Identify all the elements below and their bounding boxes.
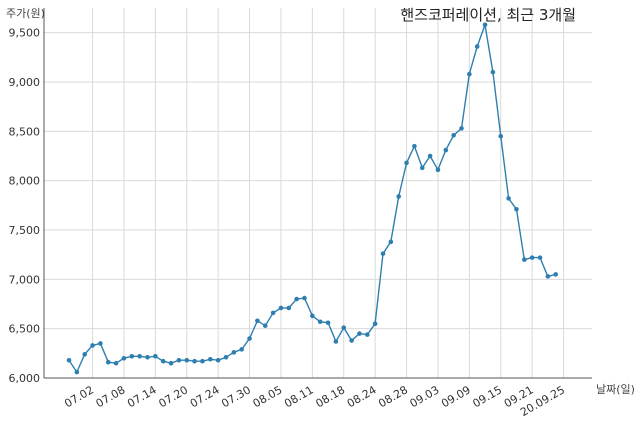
data-point [302, 295, 307, 301]
data-point [341, 325, 347, 330]
y-axis-label: 주가(원) [6, 7, 45, 20]
data-point [506, 196, 511, 201]
x-tick-label: 07.30 [219, 383, 253, 410]
data-point [145, 354, 150, 360]
data-point [514, 206, 519, 212]
data-point [74, 369, 80, 375]
x-tick-label: 07.20 [156, 383, 190, 410]
data-point [255, 318, 260, 324]
data-point [129, 353, 135, 359]
data-point [113, 360, 119, 366]
data-point [427, 153, 433, 159]
data-point [160, 358, 166, 364]
x-tick-label: 08.05 [251, 383, 285, 410]
data-point [490, 69, 496, 75]
x-tick-label: 07.14 [125, 383, 159, 410]
data-point [294, 296, 299, 302]
data-point [451, 132, 456, 138]
data-point [262, 323, 268, 329]
data-point [200, 358, 205, 364]
y-tick-label: 6,500 [9, 323, 41, 336]
data-point [396, 194, 402, 199]
data-point [231, 350, 237, 355]
x-axis-label: 날짜(일) [596, 383, 635, 396]
y-tick-label: 7,500 [9, 224, 41, 237]
data-point [239, 347, 244, 352]
data-point [168, 360, 174, 366]
data-point [529, 255, 535, 260]
data-point [317, 319, 323, 325]
y-tick-label: 7,000 [9, 273, 41, 286]
data-point [522, 257, 527, 262]
data-point [66, 357, 72, 363]
data-point [333, 339, 339, 344]
data-point [153, 353, 158, 359]
data-point [121, 355, 127, 361]
data-point [286, 305, 292, 311]
data-point [365, 332, 370, 337]
x-tick-label: 08.28 [376, 383, 410, 410]
x-tick-label: 07.24 [188, 383, 222, 410]
x-tick-label: 09.03 [408, 383, 442, 410]
data-point [419, 165, 425, 171]
x-tick-label: 07.08 [94, 383, 128, 410]
y-tick-label: 9,000 [9, 76, 41, 89]
data-point [545, 274, 551, 279]
data-point [467, 71, 472, 77]
data-point [247, 336, 252, 341]
chart-title: 핸즈코퍼레이션, 최근 3개월 [400, 6, 576, 24]
data-point [412, 143, 417, 149]
data-point [223, 354, 229, 360]
x-tick-label: 08.24 [345, 383, 379, 410]
data-point [474, 44, 480, 49]
data-point [325, 320, 331, 326]
x-tick-label: 08.18 [313, 383, 347, 410]
data-point [82, 352, 87, 357]
y-tick-label: 9,500 [9, 27, 41, 40]
y-tick-label: 8,500 [9, 125, 41, 138]
data-point [310, 313, 315, 319]
data-point [90, 343, 95, 348]
data-point [278, 305, 284, 311]
data-point [482, 22, 488, 28]
data-point [459, 126, 464, 131]
data-point [176, 357, 182, 363]
y-tick-label: 8,000 [9, 175, 41, 188]
data-point [184, 357, 190, 363]
data-point [137, 353, 142, 359]
data-point [388, 239, 394, 245]
data-point [349, 338, 354, 343]
data-point [270, 310, 276, 316]
data-point [105, 359, 111, 365]
x-tick-label: 08.11 [282, 383, 316, 410]
data-point [357, 331, 362, 336]
data-point [98, 341, 103, 346]
data-point [208, 356, 213, 362]
data-point [372, 321, 378, 327]
data-point [192, 358, 197, 364]
x-tick-label: 09.09 [439, 383, 473, 410]
data-point [380, 251, 386, 256]
y-tick-label: 6,000 [9, 372, 41, 385]
data-point [443, 147, 449, 153]
x-tick-label: 09.15 [470, 383, 504, 410]
data-point [215, 357, 221, 363]
data-point [498, 133, 504, 139]
data-point [435, 167, 441, 173]
data-point [537, 255, 543, 260]
x-tick-label: 07.02 [62, 383, 96, 410]
data-point [553, 272, 558, 277]
data-point [404, 160, 409, 166]
